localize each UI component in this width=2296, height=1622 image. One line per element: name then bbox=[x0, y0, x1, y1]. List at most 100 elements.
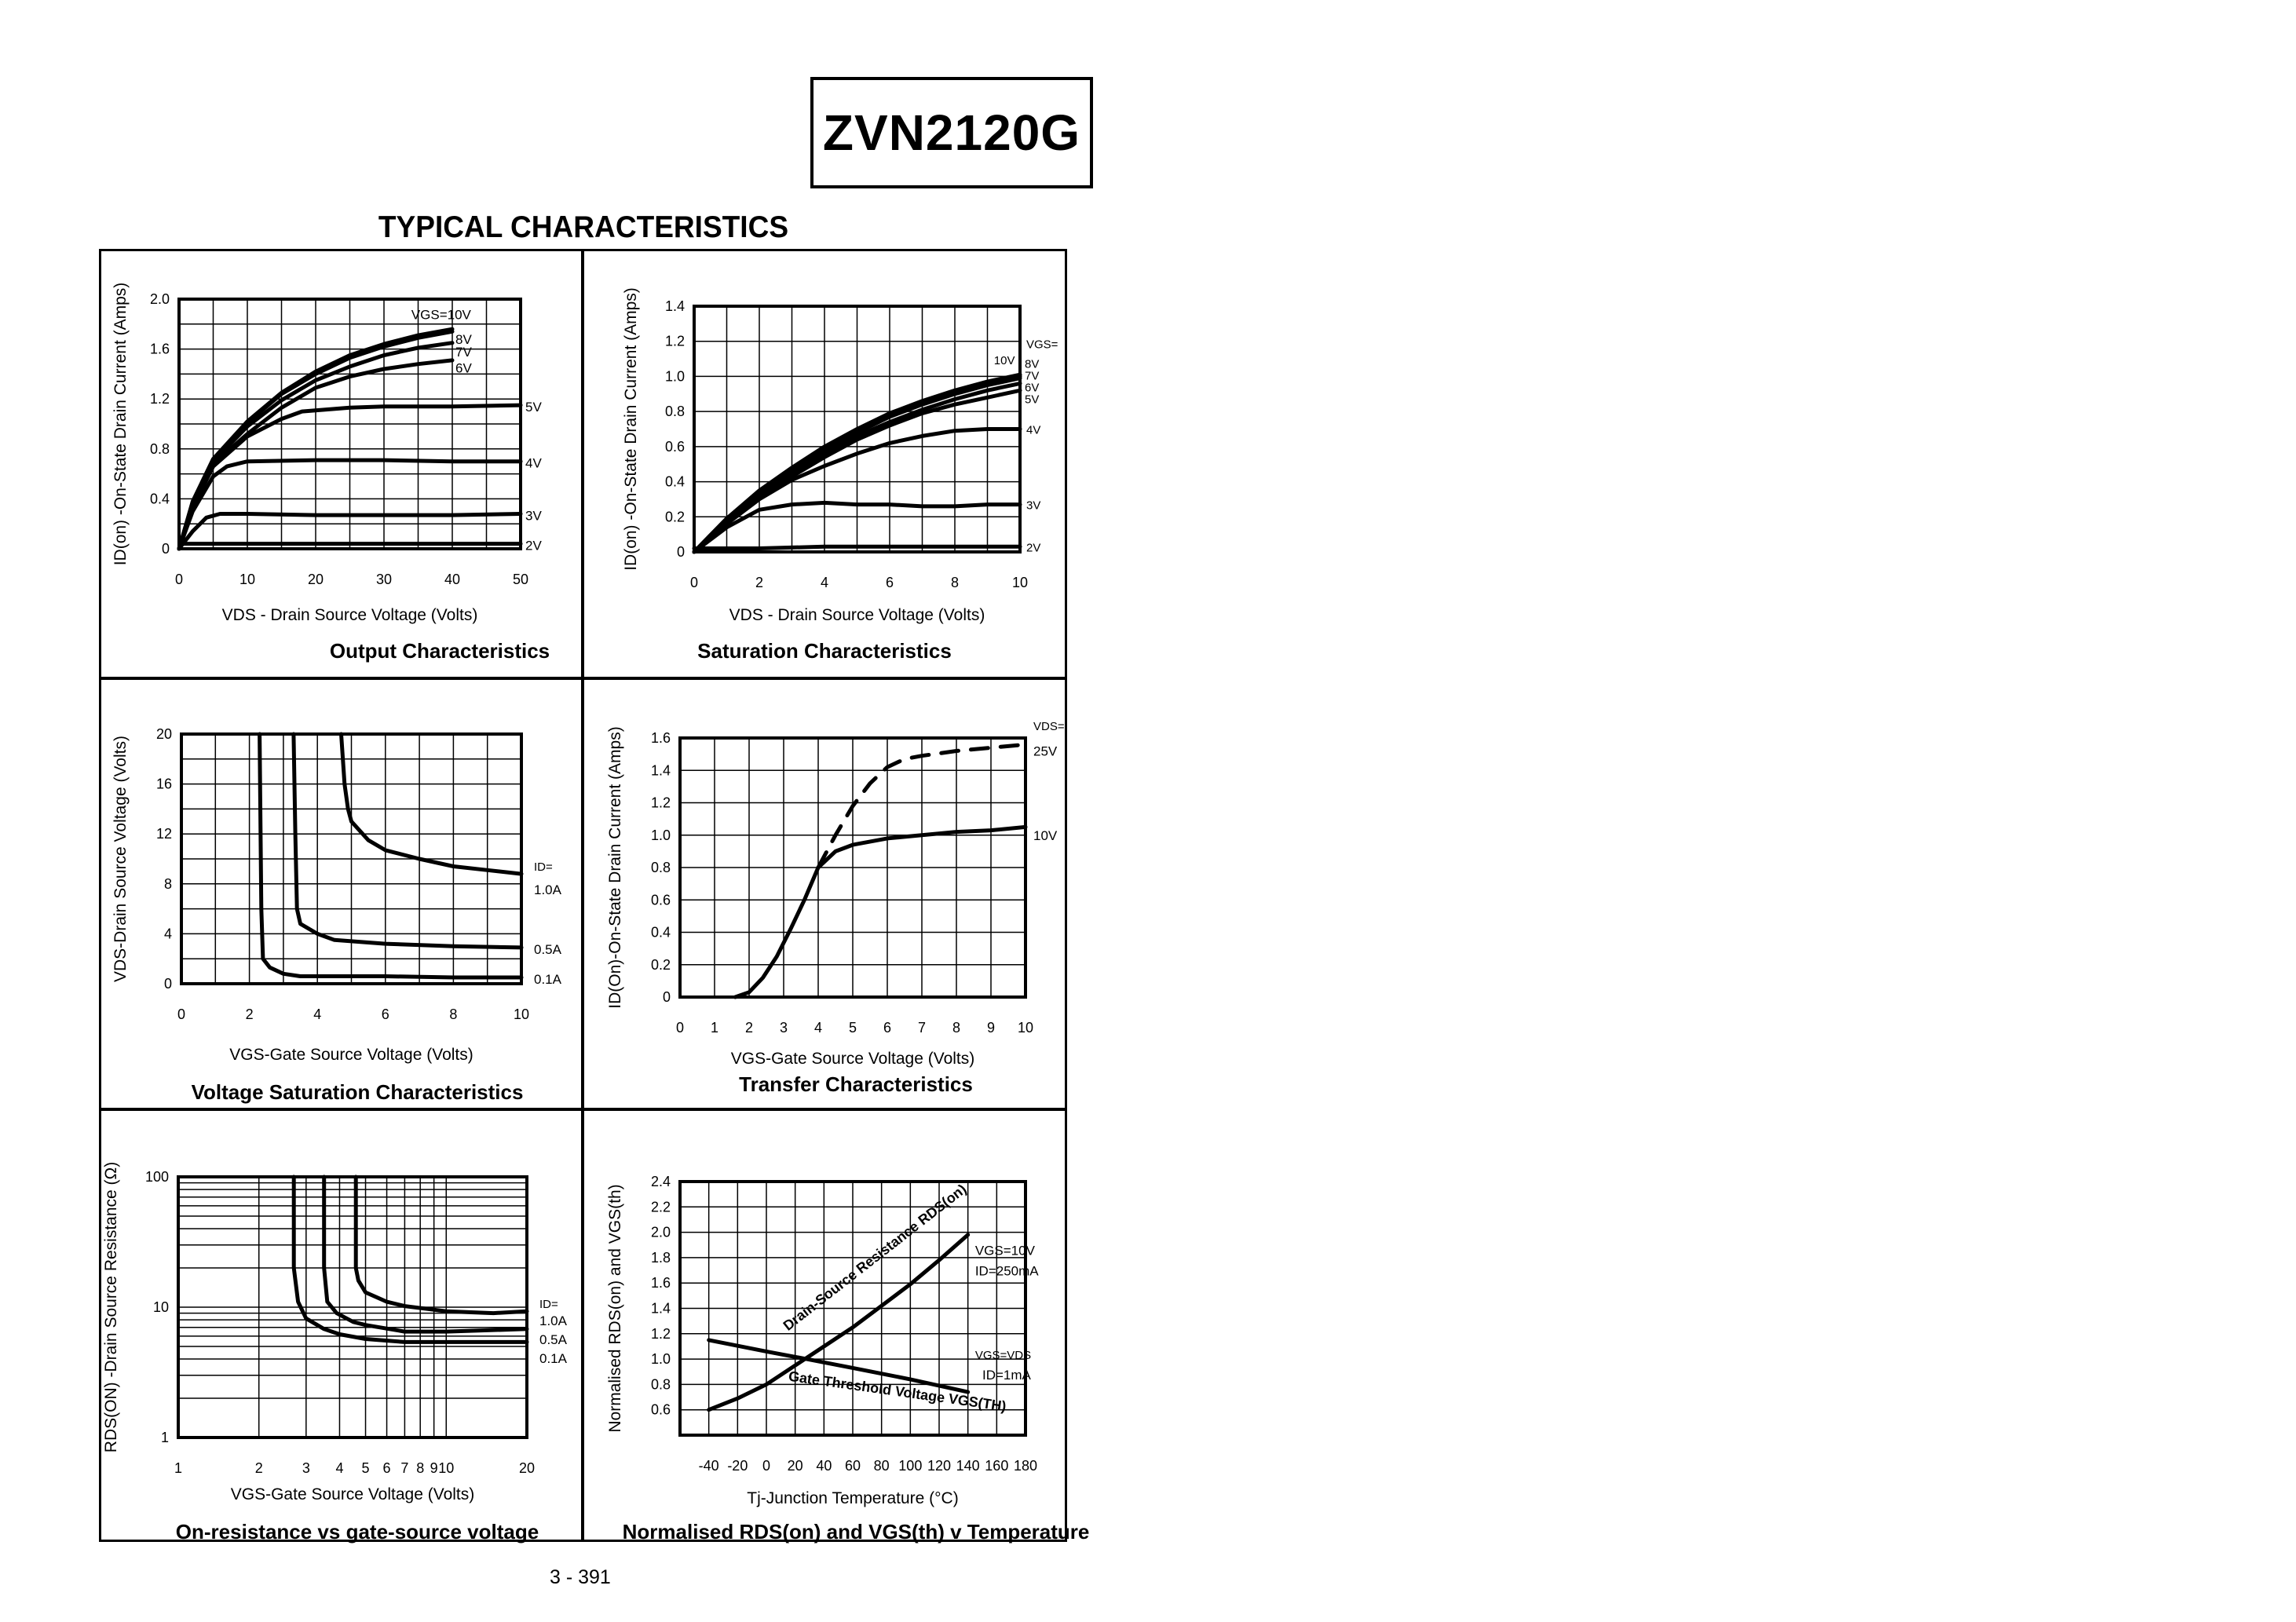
svg-text:2: 2 bbox=[755, 575, 763, 590]
svg-text:4: 4 bbox=[335, 1460, 343, 1476]
svg-text:ID=: ID= bbox=[534, 860, 553, 874]
series-line bbox=[353, 1174, 529, 1316]
svg-text:4: 4 bbox=[814, 1020, 822, 1036]
series-line bbox=[177, 458, 523, 551]
x-axis-label: Tj-Junction Temperature (°C) bbox=[747, 1489, 958, 1507]
chart-title: Transfer Characteristics bbox=[739, 1072, 973, 1096]
svg-text:1.4: 1.4 bbox=[651, 762, 671, 778]
svg-text:0: 0 bbox=[663, 989, 671, 1005]
svg-text:0.2: 0.2 bbox=[665, 509, 685, 524]
svg-text:5: 5 bbox=[362, 1460, 370, 1476]
svg-text:7: 7 bbox=[918, 1020, 926, 1036]
svg-text:3V: 3V bbox=[1026, 499, 1040, 513]
svg-text:140: 140 bbox=[956, 1458, 980, 1474]
svg-text:0: 0 bbox=[690, 575, 698, 590]
svg-text:1: 1 bbox=[161, 1430, 169, 1445]
series-line bbox=[692, 500, 1022, 554]
svg-text:VDS=: VDS= bbox=[1033, 720, 1065, 733]
svg-text:0.1A: 0.1A bbox=[534, 972, 562, 987]
svg-text:8V: 8V bbox=[1025, 357, 1039, 371]
svg-text:0.8: 0.8 bbox=[651, 1376, 671, 1392]
svg-text:1.0A: 1.0A bbox=[534, 882, 562, 897]
page-number: 3 - 391 bbox=[550, 1566, 611, 1588]
svg-text:0.6: 0.6 bbox=[651, 1402, 671, 1418]
svg-text:0: 0 bbox=[762, 1458, 770, 1474]
gridlines bbox=[694, 306, 1020, 552]
svg-text:VGS=10V: VGS=10V bbox=[411, 307, 472, 322]
svg-text:4: 4 bbox=[164, 926, 172, 941]
series-line bbox=[692, 544, 1022, 550]
svg-text:10: 10 bbox=[239, 572, 255, 587]
chart-saturation-characteristics: 0 2 4 6 8 10 0 0.2 0.4 0.6 0.8 1.0 1.2 1.4 VGS= 10V 8V7V… bbox=[622, 287, 1058, 663]
svg-text:2.0: 2.0 bbox=[150, 291, 170, 307]
series-line bbox=[692, 427, 1022, 554]
svg-text:1.2: 1.2 bbox=[665, 334, 685, 349]
svg-text:8: 8 bbox=[449, 1006, 457, 1022]
svg-text:20: 20 bbox=[156, 726, 172, 742]
tick-labels: 0 2 4 6 8 10 0 0.2 0.4 0.6 0.8 1.0 1.2 1.4 bbox=[665, 298, 1028, 590]
svg-text:4V: 4V bbox=[1026, 424, 1040, 437]
series-line bbox=[177, 542, 523, 551]
svg-text:6V: 6V bbox=[455, 361, 472, 376]
part-number-box: ZVN2120G bbox=[810, 77, 1093, 188]
series-line bbox=[258, 732, 524, 980]
svg-text:1.2: 1.2 bbox=[651, 1326, 671, 1342]
svg-text:1.2: 1.2 bbox=[150, 391, 170, 407]
svg-text:180: 180 bbox=[1014, 1458, 1037, 1474]
svg-text:0.8: 0.8 bbox=[150, 441, 170, 457]
svg-text:40: 40 bbox=[444, 572, 460, 587]
grid-divider-row-1 bbox=[99, 677, 1067, 680]
svg-text:10: 10 bbox=[514, 1006, 529, 1022]
svg-text:9: 9 bbox=[430, 1460, 438, 1476]
grid-divider-vertical bbox=[581, 249, 584, 1542]
svg-text:10V: 10V bbox=[994, 354, 1015, 367]
svg-text:10: 10 bbox=[153, 1299, 169, 1315]
x-axis-label: VDS - Drain Source Voltage (Volts) bbox=[222, 606, 478, 624]
svg-text:60: 60 bbox=[845, 1458, 861, 1474]
svg-text:80: 80 bbox=[874, 1458, 890, 1474]
svg-text:7V: 7V bbox=[455, 345, 472, 360]
svg-text:ID=1mA: ID=1mA bbox=[982, 1368, 1032, 1383]
grid-divider-row-2 bbox=[99, 1108, 1067, 1111]
svg-text:0.4: 0.4 bbox=[150, 491, 170, 506]
series-line bbox=[707, 1338, 971, 1394]
svg-text:6: 6 bbox=[383, 1460, 391, 1476]
svg-text:10: 10 bbox=[1012, 575, 1028, 590]
chart-title: On-resistance vs gate-source voltage bbox=[176, 1520, 539, 1543]
svg-text:ID=250mA: ID=250mA bbox=[975, 1264, 1039, 1279]
series-labels: ID= 1.0A 0.5A 0.1A bbox=[534, 860, 562, 987]
svg-text:-20: -20 bbox=[727, 1458, 748, 1474]
svg-text:2: 2 bbox=[246, 1006, 254, 1022]
series-labels: ID= 1.0A 0.5A 0.1A bbox=[539, 1298, 568, 1366]
svg-text:VGS=: VGS= bbox=[1026, 338, 1058, 352]
svg-text:10V: 10V bbox=[1033, 828, 1058, 843]
svg-text:0.6: 0.6 bbox=[665, 439, 685, 455]
svg-text:1.4: 1.4 bbox=[651, 1301, 671, 1317]
svg-text:0.6: 0.6 bbox=[651, 892, 671, 908]
part-number: ZVN2120G bbox=[822, 104, 1081, 161]
svg-text:1.4: 1.4 bbox=[665, 298, 685, 314]
svg-text:1.6: 1.6 bbox=[651, 730, 671, 746]
svg-text:2.4: 2.4 bbox=[651, 1174, 671, 1189]
series-line bbox=[177, 403, 523, 551]
svg-text:1.6: 1.6 bbox=[651, 1275, 671, 1291]
svg-text:0.5A: 0.5A bbox=[534, 942, 562, 957]
chart-title: Voltage Saturation Characteristics bbox=[192, 1080, 524, 1104]
svg-text:2: 2 bbox=[255, 1460, 263, 1476]
svg-text:1.2: 1.2 bbox=[651, 795, 671, 811]
svg-text:2: 2 bbox=[745, 1020, 753, 1036]
svg-text:5V: 5V bbox=[525, 400, 542, 415]
y-axis-label: ID(on) -On-State Drain Current (Amps) bbox=[622, 287, 640, 571]
svg-text:4: 4 bbox=[313, 1006, 321, 1022]
svg-text:1.6: 1.6 bbox=[150, 342, 170, 357]
svg-text:100: 100 bbox=[145, 1169, 169, 1185]
svg-text:1.0A: 1.0A bbox=[539, 1313, 568, 1328]
svg-text:VGS=VDS: VGS=VDS bbox=[975, 1349, 1031, 1362]
svg-text:1.0: 1.0 bbox=[651, 1351, 671, 1367]
svg-text:20: 20 bbox=[519, 1460, 535, 1476]
svg-text:8: 8 bbox=[164, 876, 172, 892]
series-line bbox=[733, 824, 1028, 999]
svg-text:0: 0 bbox=[162, 541, 170, 557]
svg-text:6: 6 bbox=[883, 1020, 891, 1036]
